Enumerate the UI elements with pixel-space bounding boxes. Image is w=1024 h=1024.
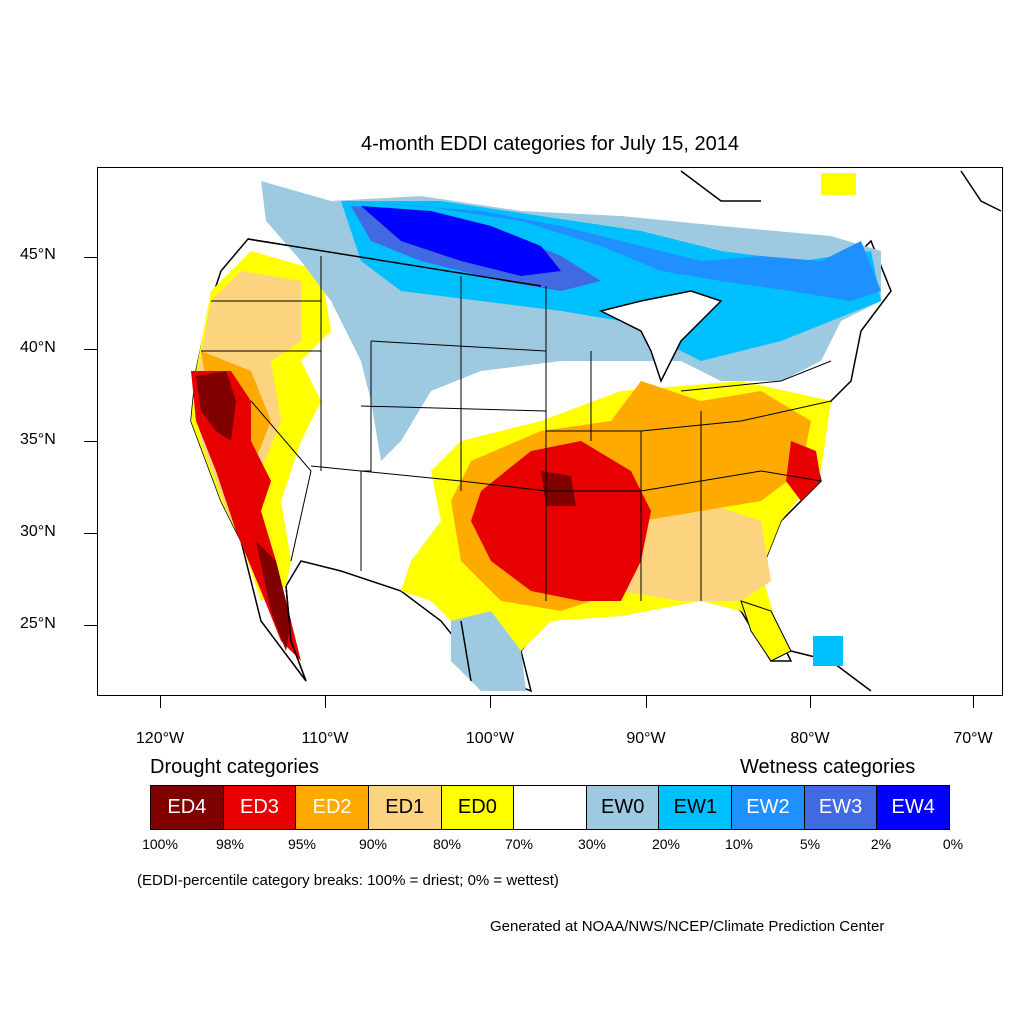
break-label: 30% — [577, 836, 607, 852]
legend-cell-ew0: EW0 — [586, 786, 660, 829]
ed4-region-california — [196, 371, 236, 441]
lat-tick-30 — [84, 533, 97, 534]
legend-cell-ed3: ED3 — [223, 786, 297, 829]
legend-cell-ed0: ED0 — [441, 786, 515, 829]
credit-line: Generated at NOAA/NWS/NCEP/Climate Predi… — [490, 918, 885, 935]
lat-tick-25 — [84, 625, 97, 626]
lat-label-45: 45°N — [20, 246, 56, 263]
lat-label-30: 30°N — [20, 523, 56, 540]
break-label: 0% — [942, 836, 964, 852]
lon-tick-90 — [646, 696, 647, 708]
legend-bar: ED4 ED3 ED2 ED1 ED0 EW0 EW1 EW2 EW3 EW4 — [150, 785, 950, 830]
ew4-region-north — [361, 206, 561, 276]
ew1-region-bahamas — [813, 636, 843, 666]
lon-label-90: 90°W — [626, 730, 666, 747]
legend-cell-ew2: EW2 — [732, 786, 805, 829]
map-title: 4-month EDDI categories for July 15, 201… — [361, 133, 739, 155]
break-label: 95% — [287, 836, 317, 852]
legend-cell-ew1: EW1 — [659, 786, 733, 829]
ew2-region-north — [341, 201, 881, 301]
lon-label-110: 110°W — [301, 730, 349, 747]
wetness-heading: Wetness categories — [740, 756, 916, 778]
lon-tick-120 — [160, 696, 161, 708]
lon-tick-70 — [973, 696, 974, 708]
ed0-region-quebec — [821, 173, 856, 195]
legend-cell-ew4: EW4 — [877, 786, 950, 829]
lat-tick-45 — [84, 257, 97, 258]
ed0-region-florida — [740, 600, 792, 662]
break-label: 10% — [724, 836, 754, 852]
state-boundaries — [201, 256, 832, 601]
break-label: 100% — [142, 836, 178, 852]
map-frame — [97, 167, 1003, 696]
legend-cell-ed1: ED1 — [368, 786, 442, 829]
legend-cell-neutral — [514, 786, 587, 829]
lon-label-70: 70°W — [953, 730, 993, 747]
legend-cell-ed2: ED2 — [296, 786, 369, 829]
lat-label-40: 40°N — [20, 339, 56, 356]
lat-tick-35 — [84, 441, 97, 442]
lon-tick-80 — [810, 696, 811, 708]
great-lakes — [598, 290, 723, 383]
ed3-region-carolina — [786, 441, 821, 501]
legend-cell-ed4: ED4 — [151, 786, 224, 829]
lon-label-80: 80°W — [790, 730, 830, 747]
break-label: 20% — [651, 836, 681, 852]
legend-cell-ew3: EW3 — [804, 786, 878, 829]
lon-tick-110 — [325, 696, 326, 708]
break-label: 80% — [432, 836, 462, 852]
lon-label-100: 100°W — [465, 730, 515, 747]
break-label: 98% — [215, 836, 245, 852]
break-label: 5% — [799, 836, 821, 852]
lon-label-120: 120°W — [135, 730, 185, 747]
ed3-region-plains — [471, 441, 651, 601]
lat-tick-40 — [84, 349, 97, 350]
lat-label-35: 35°N — [20, 431, 56, 448]
break-label: 90% — [358, 836, 388, 852]
break-label: 70% — [504, 836, 534, 852]
ed4-region-kansas — [541, 471, 576, 506]
drought-heading: Drought categories — [150, 756, 319, 778]
lon-tick-100 — [490, 696, 491, 708]
eddi-map — [190, 170, 1002, 693]
break-label: 2% — [870, 836, 892, 852]
category-note: (EDDI-percentile category breaks: 100% =… — [137, 872, 559, 889]
lat-label-25: 25°N — [20, 615, 56, 632]
ed4-region-baja — [256, 541, 291, 651]
